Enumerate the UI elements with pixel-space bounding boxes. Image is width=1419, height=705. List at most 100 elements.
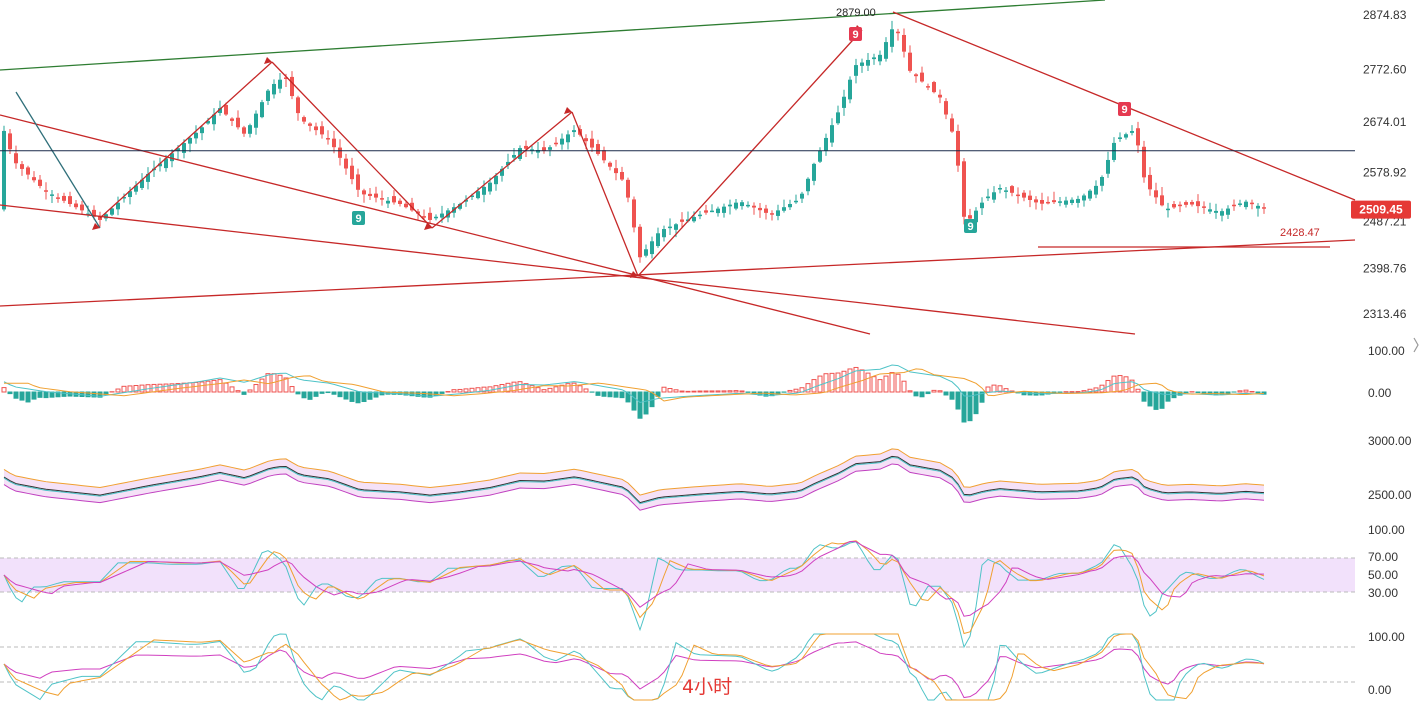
indicator-tick-label: 100.00: [1368, 344, 1405, 358]
macd-bar: [1183, 391, 1189, 394]
candle-body: [1202, 206, 1206, 208]
candle-body: [806, 178, 810, 192]
macd-bar: [565, 383, 571, 393]
candle-body: [1148, 174, 1152, 190]
macd-bar: [583, 388, 589, 393]
arrowhead: [424, 223, 432, 230]
candle-body: [1082, 195, 1086, 201]
candle-body: [278, 79, 282, 89]
candle-body: [380, 198, 384, 200]
macd-bar: [925, 391, 931, 395]
macd-bar: [973, 391, 979, 415]
candle-body: [986, 196, 990, 199]
macd-pane[interactable]: [1, 364, 1267, 423]
macd-bar: [979, 391, 985, 403]
bollinger-band-fill: [4, 448, 1264, 511]
macd-bar: [343, 391, 349, 400]
bollinger-upper: [3, 448, 1265, 496]
macd-bar: [241, 391, 247, 395]
macd-bar: [337, 391, 343, 398]
candle-body: [476, 191, 480, 199]
indicator-tick-label: 100.00: [1368, 523, 1405, 537]
candle-body: [494, 175, 498, 185]
indicator-tick-label: 50.00: [1368, 568, 1398, 582]
candle-body: [374, 193, 378, 198]
macd-bar: [85, 391, 91, 398]
candle-body: [962, 161, 966, 217]
candle-body: [584, 138, 588, 142]
candle-body: [530, 149, 534, 151]
candle-body: [812, 163, 816, 181]
candle-body: [332, 138, 336, 148]
price-axis[interactable]: 2874.832772.602674.012578.922487.212398.…: [1363, 8, 1407, 321]
candle-body: [1076, 198, 1080, 203]
macd-bar: [193, 381, 199, 393]
candle-body: [320, 126, 324, 135]
macd-bar: [61, 391, 67, 397]
candle-body: [104, 214, 108, 219]
candle-body: [1250, 202, 1254, 205]
macd-bar: [529, 385, 535, 393]
candle-body: [1058, 201, 1062, 203]
macd-bar: [1255, 391, 1261, 394]
price-pane[interactable]: 9 9 9 9 2879.00 2428.47: [0, 0, 1356, 335]
candle-body: [938, 94, 942, 98]
macd-bar: [211, 379, 217, 393]
rsi-fast: [3, 541, 1265, 649]
macd-bar: [667, 388, 673, 393]
macd-bar: [19, 391, 25, 401]
macd-bar: [1237, 390, 1243, 393]
macd-bar: [517, 381, 523, 393]
candle-body: [968, 215, 972, 219]
candle-body: [1208, 209, 1212, 212]
price-tick-label: 2578.92: [1363, 166, 1407, 180]
macd-bar: [1021, 391, 1027, 396]
trendline-drawings[interactable]: [0, 0, 1356, 335]
macd-bar: [607, 391, 613, 398]
candle-body: [470, 195, 474, 197]
macd-bar: [913, 391, 919, 397]
candle-body: [248, 125, 252, 134]
candle-body: [668, 226, 672, 229]
bollinger-pane[interactable]: [3, 448, 1265, 511]
macd-bar: [37, 391, 43, 398]
candle-body: [506, 161, 510, 166]
candle-body: [626, 179, 630, 198]
candle-body: [32, 177, 36, 181]
candle-body: [368, 193, 372, 197]
candle-body: [218, 108, 222, 113]
candle-body: [272, 83, 276, 95]
macd-bar: [871, 376, 877, 393]
candle-body: [620, 172, 624, 180]
macd-bar: [133, 385, 139, 393]
macd-bar: [931, 389, 937, 393]
macd-bar: [709, 390, 715, 393]
macd-bar: [835, 372, 841, 393]
kdj-pane[interactable]: [0, 633, 1355, 701]
macd-bar: [991, 384, 997, 393]
pane-resize-handle[interactable]: [1413, 334, 1419, 356]
candle-body: [230, 118, 234, 121]
candle-body: [308, 123, 312, 126]
macd-bar: [121, 385, 127, 393]
candle-body: [974, 210, 978, 223]
trendline: [637, 29, 863, 277]
timeframe-label: 4小时: [682, 676, 732, 698]
candle-body: [362, 190, 366, 195]
macd-bar: [331, 391, 337, 395]
candle-body: [128, 191, 132, 198]
rsi-pane[interactable]: [0, 540, 1355, 649]
candle-body: [146, 173, 150, 182]
macd-bar: [907, 390, 913, 393]
macd-bar: [43, 391, 49, 399]
candle-body: [680, 219, 684, 222]
macd-bar: [349, 391, 355, 402]
candle-body: [764, 208, 768, 213]
candle-body: [824, 137, 828, 151]
candle-body: [44, 190, 48, 192]
candle-body: [740, 202, 744, 207]
macd-bar: [865, 372, 871, 393]
candle-body: [1178, 204, 1182, 207]
macd-bar: [307, 391, 313, 400]
